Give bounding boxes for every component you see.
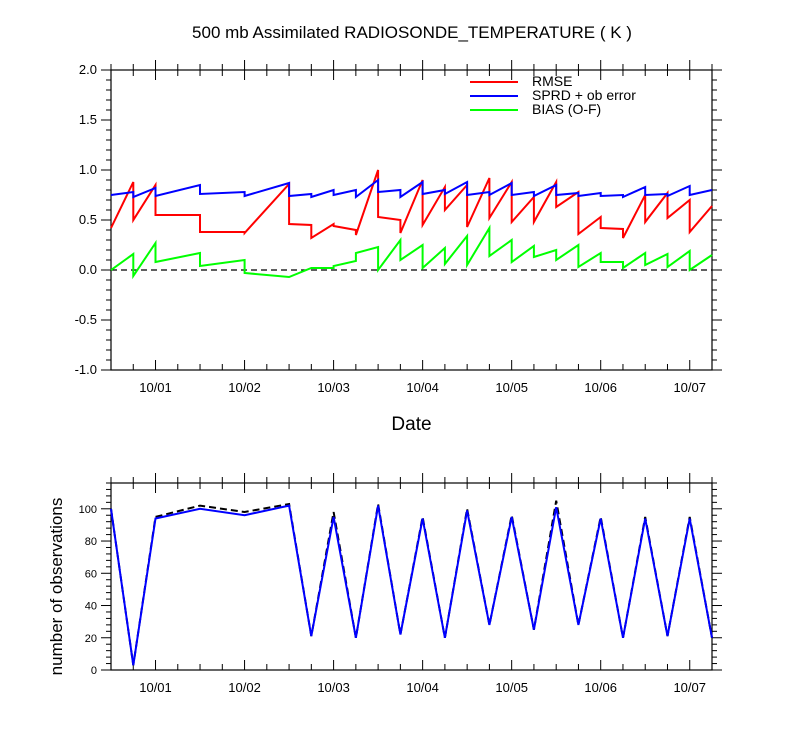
top-x-tick-label: 10/03 [317, 380, 350, 395]
bottom-series-line-1 [110, 504, 713, 666]
bottom-y-tick-label: 20 [85, 633, 97, 645]
top-series-line-rmse [110, 169, 713, 240]
bottom-x-tick-label: 10/04 [406, 680, 439, 695]
top-legend-label: BIAS (O-F) [532, 101, 601, 117]
bottom-x-tick-label: 10/01 [139, 680, 172, 695]
top-y-tick-label: 0.0 [79, 262, 97, 277]
top-x-tick-label: 10/01 [139, 380, 172, 395]
top-y-tick-label: -1.0 [75, 362, 97, 377]
bottom-x-tick-label: 10/02 [228, 680, 261, 695]
chart-title: 500 mb Assimilated RADIOSONDE_TEMPERATUR… [192, 23, 632, 42]
top-legend-label: SPRD + ob error [532, 87, 636, 103]
top-y-tick-label: 1.5 [79, 112, 97, 127]
bottom-y-axis-label: number of observations [47, 498, 66, 676]
top-legend-label: RMSE [532, 73, 572, 89]
top-series-line-bias-o-f- [110, 224, 713, 280]
top-y-tick-label: 2.0 [79, 62, 97, 77]
bottom-y-tick-label: 0 [91, 665, 97, 677]
bottom-y-tick-label: 40 [85, 601, 97, 613]
bottom-x-tick-label: 10/03 [317, 680, 350, 695]
top-plot-frame [110, 69, 713, 371]
top-x-tick-label: 10/04 [406, 380, 439, 395]
top-y-tick-label: 0.5 [79, 212, 97, 227]
top-x-tick-label: 10/05 [495, 380, 528, 395]
top-plot: 10/01 10/02 10/03 10/04 10/05 10/06 10/07 -1.0 -… [75, 60, 722, 435]
bottom-series-line-0 [110, 500, 713, 666]
top-x-tick-label: 10/06 [584, 380, 617, 395]
bottom-y-tick-label: 80 [85, 536, 97, 548]
top-series-line-sprd-ob-error [110, 177, 713, 200]
top-y-tick-label: -0.5 [75, 312, 97, 327]
bottom-x-tick-label: 10/05 [495, 680, 528, 695]
top-x-tick-label: 10/07 [673, 380, 706, 395]
bottom-plot: 10/01 10/02 10/03 10/04 10/05 10/06 10/07 0 20 40… [47, 473, 722, 695]
bottom-y-tick-label: 100 [79, 504, 97, 516]
top-x-axis-label: Date [391, 414, 431, 435]
top-x-tick-label: 10/02 [228, 380, 261, 395]
bottom-x-tick-label: 10/07 [673, 680, 706, 695]
bottom-y-tick-label: 60 [85, 568, 97, 580]
bottom-plot-frame [110, 482, 713, 671]
bottom-x-tick-label: 10/06 [584, 680, 617, 695]
top-y-tick-label: 1.0 [79, 162, 97, 177]
